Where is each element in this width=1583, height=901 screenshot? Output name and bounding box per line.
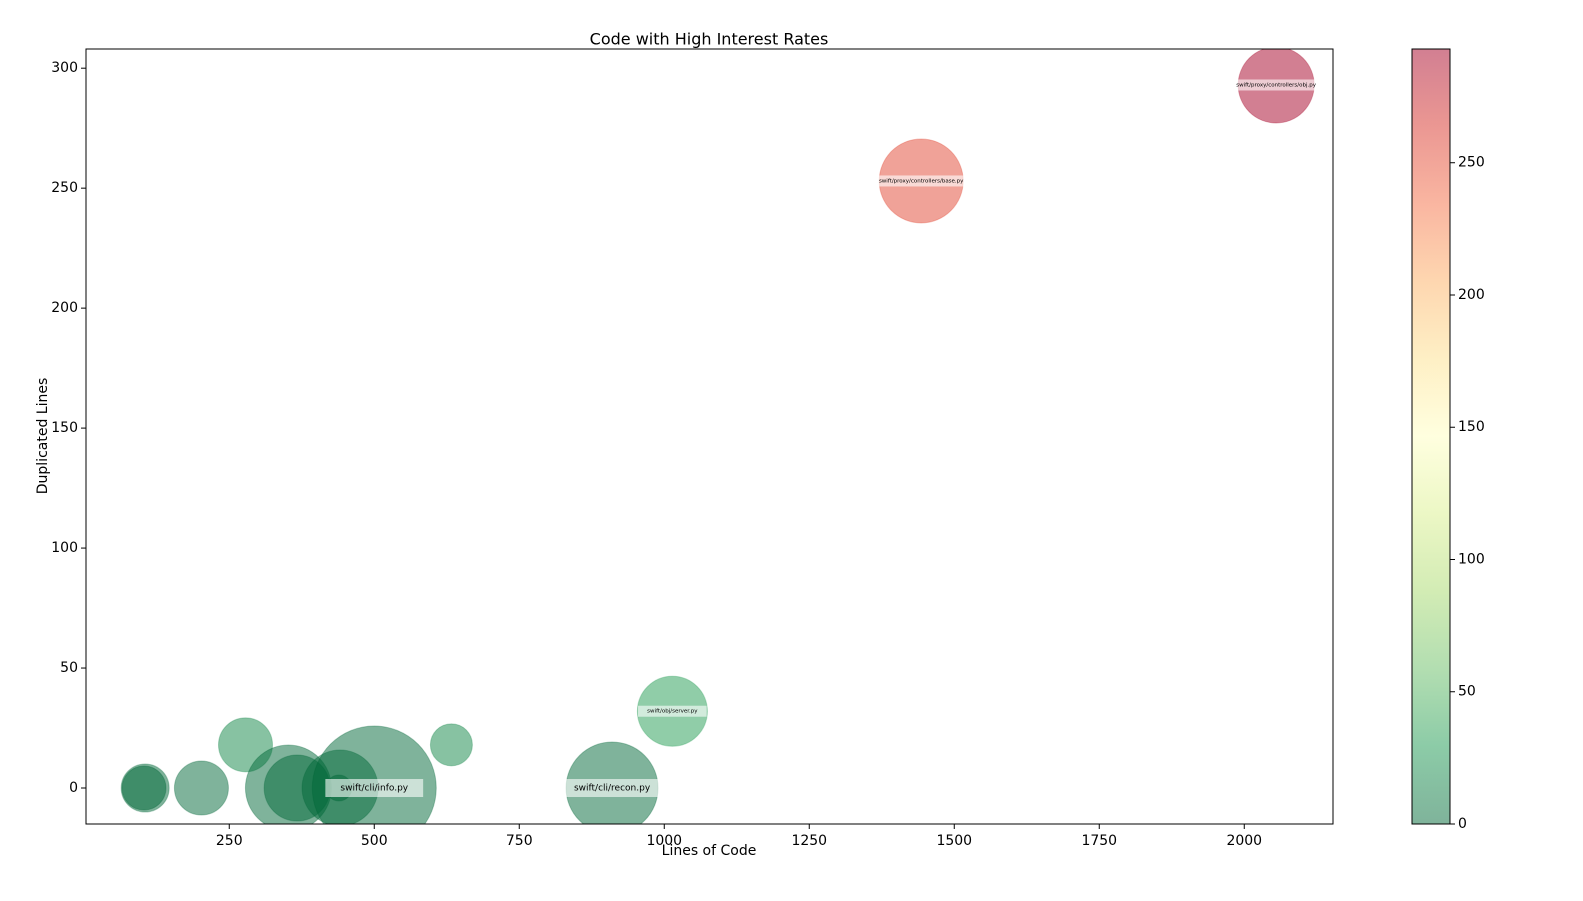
- x-tick-label: 1500: [936, 833, 972, 849]
- x-tick-label: 750: [506, 833, 533, 849]
- colorbar-tick-label: 100: [1458, 551, 1485, 567]
- x-tick-label: 1250: [791, 833, 827, 849]
- plot-area: swift/proxy/controllers/obj.py swift/prox…: [120, 49, 1329, 824]
- bubble-label: swift/proxy/controllers/obj.py: [1236, 82, 1317, 88]
- label-box: [867, 175, 976, 187]
- colorbar-tick-label: 200: [1458, 287, 1485, 303]
- y-tick-label: 200: [51, 300, 78, 316]
- colorbar-tick-label: 50: [1458, 684, 1476, 700]
- bubble-label: swift/cli/recon.py: [574, 784, 651, 794]
- bubble-label: swift/proxy/controllers/base.py: [879, 178, 964, 184]
- colorbar-tick-label: 250: [1458, 155, 1485, 171]
- y-tick-label: 0: [69, 780, 78, 796]
- x-tick-label: 1750: [1081, 833, 1117, 849]
- label-box: [560, 779, 664, 798]
- y-tick-label: 150: [51, 420, 78, 436]
- label-box: [325, 779, 424, 798]
- colorbar-tick-label: 150: [1458, 419, 1485, 435]
- x-tick-label: 500: [361, 833, 388, 849]
- y-tick-label: 300: [51, 60, 78, 76]
- axes-frame: [85, 48, 1334, 825]
- chart-title: Code with High Interest Rates: [590, 30, 829, 49]
- label-box: [1223, 79, 1329, 91]
- colorbar: [1411, 48, 1451, 825]
- y-axis-label: Duplicated Lines: [35, 378, 51, 495]
- bubble: [121, 765, 167, 811]
- y-tick-label: 250: [51, 180, 78, 196]
- y-tick-label: 50: [60, 660, 78, 676]
- bubble: [429, 723, 473, 767]
- bubble-label: swift/cli/info.py: [340, 784, 408, 794]
- x-tick-label: 1000: [646, 833, 682, 849]
- label-box: [638, 705, 707, 717]
- bubble: [173, 760, 229, 816]
- x-axis-label: Lines of Code: [662, 843, 757, 859]
- colorbar-tick-label: 0: [1458, 816, 1467, 832]
- bubble-label: swift/obj/server.py: [647, 709, 698, 715]
- y-tick-label: 100: [51, 540, 78, 556]
- x-tick-label: 2000: [1226, 833, 1262, 849]
- x-tick-label: 250: [216, 833, 243, 849]
